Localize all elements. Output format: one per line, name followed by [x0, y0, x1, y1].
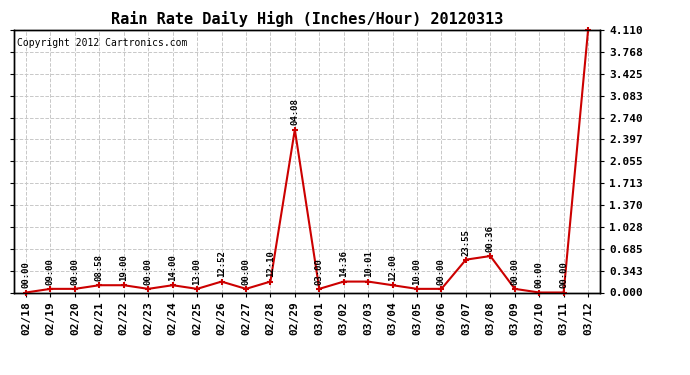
Text: 00:00: 00:00 [241, 258, 250, 285]
Text: 19:00: 19:00 [119, 254, 128, 281]
Text: 08:58: 08:58 [95, 254, 103, 281]
Text: 00:00: 00:00 [437, 258, 446, 285]
Title: Rain Rate Daily High (Inches/Hour) 20120313: Rain Rate Daily High (Inches/Hour) 20120… [111, 12, 503, 27]
Text: 14:00: 14:00 [168, 254, 177, 281]
Text: 10:01: 10:01 [364, 251, 373, 278]
Text: Copyright 2012 Cartronics.com: Copyright 2012 Cartronics.com [17, 38, 187, 48]
Text: 00:00: 00:00 [144, 258, 152, 285]
Text: 04:08: 04:08 [290, 99, 299, 126]
Text: 00:00: 00:00 [70, 258, 79, 285]
Text: 00:00: 00:00 [21, 261, 30, 288]
Text: 10:00: 10:00 [413, 258, 422, 285]
Text: 13:00: 13:00 [193, 258, 201, 285]
Text: 12:10: 12:10 [266, 251, 275, 278]
Text: 12:52: 12:52 [217, 251, 226, 278]
Text: 00:36: 00:36 [486, 225, 495, 252]
Text: 23:55: 23:55 [462, 229, 471, 255]
Text: 00:00: 00:00 [535, 261, 544, 288]
Text: 00:00: 00:00 [511, 258, 520, 285]
Text: 14:36: 14:36 [339, 251, 348, 278]
Text: 03:00: 03:00 [315, 258, 324, 285]
Text: 12:00: 12:00 [388, 254, 397, 281]
Text: 00:00: 00:00 [559, 261, 568, 288]
Text: 09:00: 09:00 [46, 258, 55, 285]
